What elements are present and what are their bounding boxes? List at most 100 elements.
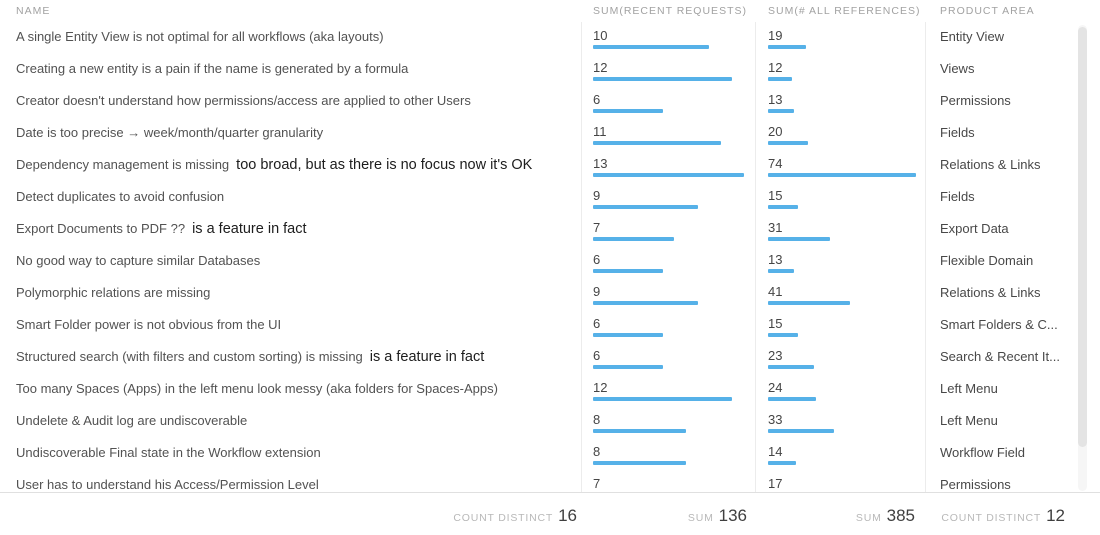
row-name: Date is too precise → week/month/quarter… [16, 125, 324, 140]
all-references-value: 31 [768, 220, 783, 235]
all-references-cell: 19 [755, 24, 925, 56]
table-row[interactable]: Polymorphic relations are missing 9 41 R… [0, 280, 1076, 312]
recent-requests-cell: 11 [581, 120, 755, 152]
all-references-cell: 33 [755, 408, 925, 440]
name-cell: Undelete & Audit log are undiscoverable [0, 408, 581, 440]
column-separator [925, 22, 926, 535]
recent-requests-value: 6 [593, 348, 601, 363]
product-area-cell: Permissions [925, 472, 1076, 492]
all-references-value: 15 [768, 188, 783, 203]
product-area-value: Left Menu [940, 413, 998, 428]
all-references-bar [768, 365, 814, 369]
table-row[interactable]: Export Documents to PDF ?? is a feature i… [0, 216, 1076, 248]
row-name: Smart Folder power is not obvious from t… [16, 317, 282, 332]
row-annotation: too broad, but as there is no focus now … [236, 157, 533, 173]
name-cell: Polymorphic relations are missing [0, 280, 581, 312]
table-row[interactable]: Undiscoverable Final state in the Workfl… [0, 440, 1076, 472]
row-name: Structured search (with filters and cust… [16, 349, 363, 364]
product-area-cell: Fields [925, 120, 1076, 152]
table-row[interactable]: Too many Spaces (Apps) in the left menu … [0, 376, 1076, 408]
total-recent-label: SUM [687, 512, 714, 524]
column-separator [581, 22, 582, 535]
total-refs-label: SUM [855, 512, 882, 524]
row-name: Detect duplicates to avoid confusion [16, 189, 225, 204]
all-references-cell: 41 [755, 280, 925, 312]
row-name: Undelete & Audit log are undiscoverable [16, 413, 248, 428]
all-references-bar [768, 205, 798, 209]
name-cell: Too many Spaces (Apps) in the left menu … [0, 376, 581, 408]
all-references-cell: 20 [755, 120, 925, 152]
table-row[interactable]: A single Entity View is not optimal for … [0, 24, 1076, 56]
product-area-cell: Relations & Links [925, 280, 1076, 312]
recent-requests-value: 6 [593, 316, 601, 331]
all-references-cell: 15 [755, 184, 925, 216]
recent-requests-value: 7 [593, 476, 601, 491]
table-row[interactable]: Creator doesn't understand how permissio… [0, 88, 1076, 120]
row-name: Creator doesn't understand how permissio… [16, 93, 471, 108]
row-name: Creating a new entity is a pain if the n… [16, 61, 409, 76]
all-references-bar [768, 461, 796, 465]
recent-requests-value: 7 [593, 220, 601, 235]
recent-requests-cell: 9 [581, 184, 755, 216]
recent-requests-value: 13 [593, 156, 608, 171]
table-row[interactable]: Smart Folder power is not obvious from t… [0, 312, 1076, 344]
product-area-value: Views [940, 61, 975, 76]
all-references-value: 17 [768, 476, 783, 491]
all-references-value: 19 [768, 28, 783, 43]
table-row[interactable]: No good way to capture similar Databases… [0, 248, 1076, 280]
name-cell: No good way to capture similar Databases [0, 248, 581, 280]
recent-requests-cell: 8 [581, 408, 755, 440]
all-references-bar [768, 301, 850, 305]
all-references-bar [768, 237, 830, 241]
recent-requests-value: 6 [593, 252, 601, 267]
recent-requests-cell: 13 [581, 152, 755, 184]
column-separator [755, 22, 756, 535]
table-row[interactable]: User has to understand his Access/Permis… [0, 472, 1076, 492]
recent-requests-value: 9 [593, 284, 601, 299]
total-product-area: COUNT DISTINCT 12 [925, 493, 1076, 535]
product-area-cell: Entity View [925, 24, 1076, 56]
recent-requests-value: 11 [593, 124, 607, 139]
product-area-cell: Export Data [925, 216, 1076, 248]
column-header-product-area[interactable]: PRODUCT AREA [940, 5, 1035, 17]
recent-requests-bar [593, 77, 733, 81]
recent-requests-value: 8 [593, 444, 601, 459]
recent-requests-bar [593, 333, 663, 337]
product-area-value: Relations & Links [940, 157, 1041, 172]
name-cell: Undiscoverable Final state in the Workfl… [0, 440, 581, 472]
scrollbar-thumb[interactable] [1078, 27, 1087, 447]
total-name-label: COUNT DISTINCT [453, 512, 554, 524]
table-body: A single Entity View is not optimal for … [0, 24, 1100, 492]
table-row[interactable]: Creating a new entity is a pain if the n… [0, 56, 1076, 88]
all-references-cell: 14 [755, 440, 925, 472]
recent-requests-cell: 12 [581, 376, 755, 408]
all-references-cell: 13 [755, 248, 925, 280]
product-area-value: Fields [940, 189, 975, 204]
all-references-bar [768, 269, 794, 273]
recent-requests-bar [593, 173, 744, 177]
table-row[interactable]: Detect duplicates to avoid confusion 9 1… [0, 184, 1076, 216]
all-references-value: 41 [768, 284, 783, 299]
total-all-references: SUM 385 [755, 493, 925, 535]
recent-requests-cell: 6 [581, 88, 755, 120]
column-header-recent-requests[interactable]: SUM(RECENT REQUESTS) [593, 5, 747, 17]
table-row[interactable]: Date is too precise → week/month/quarter… [0, 120, 1076, 152]
recent-requests-cell: 10 [581, 24, 755, 56]
product-area-value: Flexible Domain [940, 253, 1034, 268]
recent-requests-cell: 6 [581, 248, 755, 280]
table-row[interactable]: Structured search (with filters and cust… [0, 344, 1076, 376]
recent-requests-value: 10 [593, 28, 608, 43]
name-cell: Detect duplicates to avoid confusion [0, 184, 581, 216]
table-header-row: NAME SUM(RECENT REQUESTS) SUM(# ALL REFE… [0, 0, 1076, 24]
all-references-bar [768, 45, 806, 49]
all-references-value: 23 [768, 348, 783, 363]
table-row[interactable]: Undelete & Audit log are undiscoverable … [0, 408, 1076, 440]
all-references-value: 20 [768, 124, 783, 139]
row-annotation: is a feature in fact [192, 221, 307, 237]
column-header-name[interactable]: NAME [16, 5, 51, 17]
name-cell: Date is too precise → week/month/quarter… [0, 120, 581, 152]
table-row[interactable]: Dependency management is missing too broa… [0, 152, 1076, 184]
total-recent-requests: SUM 136 [581, 493, 755, 535]
recent-requests-cell: 6 [581, 344, 755, 376]
column-header-all-references[interactable]: SUM(# ALL REFERENCES) [768, 5, 921, 17]
